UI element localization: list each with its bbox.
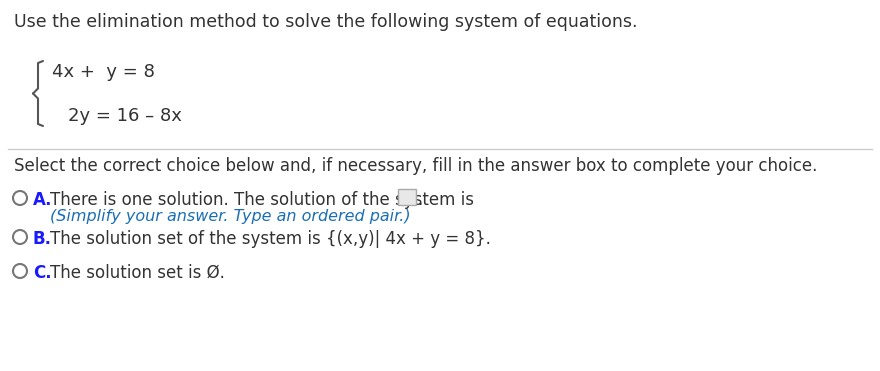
Text: The solution set of the system is {(x,y)| 4x + y = 8}.: The solution set of the system is {(x,y)… xyxy=(50,230,491,248)
Circle shape xyxy=(13,230,27,244)
Text: The solution set is Ø.: The solution set is Ø. xyxy=(50,264,225,282)
Circle shape xyxy=(13,264,27,278)
Text: Select the correct choice below and, if necessary, fill in the answer box to com: Select the correct choice below and, if … xyxy=(14,157,818,175)
Text: There is one solution. The solution of the system is: There is one solution. The solution of t… xyxy=(50,191,474,209)
Text: C.: C. xyxy=(33,264,52,282)
Text: Use the elimination method to solve the following system of equations.: Use the elimination method to solve the … xyxy=(14,13,637,31)
Text: .: . xyxy=(417,191,422,209)
FancyBboxPatch shape xyxy=(398,188,415,204)
Text: B.: B. xyxy=(33,230,52,248)
Text: A.: A. xyxy=(33,191,53,209)
Text: (Simplify your answer. Type an ordered pair.): (Simplify your answer. Type an ordered p… xyxy=(50,209,411,224)
Text: 2y = 16 – 8x: 2y = 16 – 8x xyxy=(68,107,182,125)
Text: 4x +  y = 8: 4x + y = 8 xyxy=(52,63,155,81)
Circle shape xyxy=(13,191,27,205)
